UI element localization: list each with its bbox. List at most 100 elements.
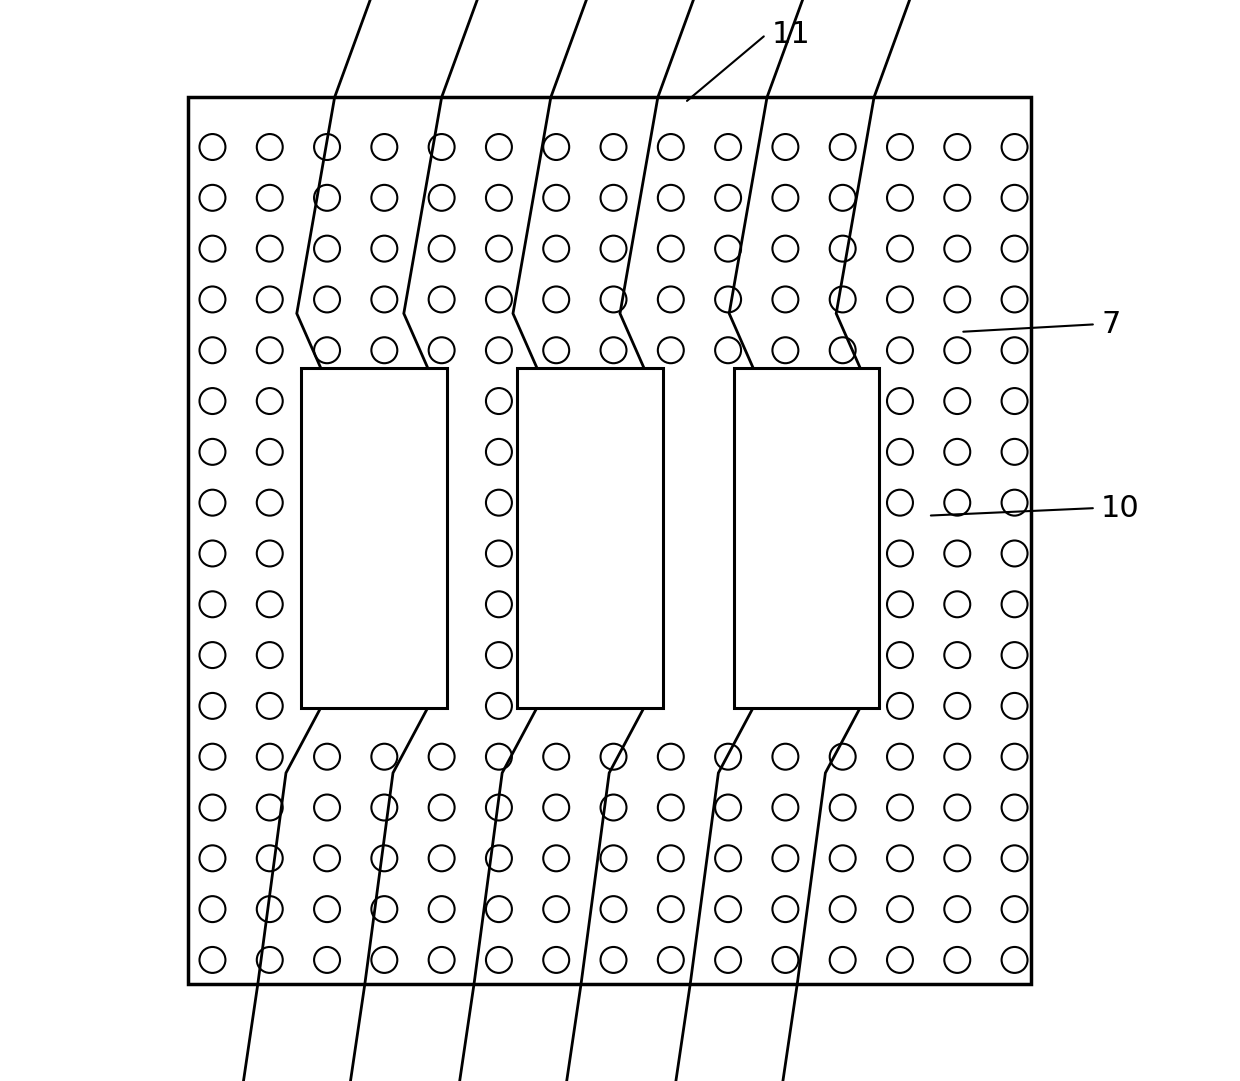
- Circle shape: [830, 337, 856, 363]
- Text: 10: 10: [1101, 494, 1140, 522]
- Circle shape: [773, 795, 799, 820]
- Circle shape: [257, 439, 283, 465]
- Circle shape: [486, 540, 512, 566]
- Circle shape: [773, 744, 799, 770]
- Circle shape: [945, 185, 970, 211]
- Circle shape: [314, 896, 340, 922]
- Circle shape: [200, 896, 226, 922]
- Circle shape: [715, 896, 742, 922]
- Circle shape: [1002, 896, 1028, 922]
- Circle shape: [543, 185, 569, 211]
- Circle shape: [486, 439, 512, 465]
- Circle shape: [658, 845, 683, 871]
- Circle shape: [200, 337, 226, 363]
- Circle shape: [773, 185, 799, 211]
- Circle shape: [658, 947, 683, 973]
- Circle shape: [257, 896, 283, 922]
- Circle shape: [200, 947, 226, 973]
- Circle shape: [945, 795, 970, 820]
- Circle shape: [773, 896, 799, 922]
- Circle shape: [257, 490, 283, 516]
- Circle shape: [486, 947, 512, 973]
- Circle shape: [371, 337, 397, 363]
- Bar: [187, 97, 1030, 984]
- Circle shape: [257, 236, 283, 262]
- Circle shape: [945, 845, 970, 871]
- Circle shape: [658, 337, 683, 363]
- Circle shape: [314, 236, 340, 262]
- Circle shape: [830, 236, 856, 262]
- Circle shape: [486, 693, 512, 719]
- Circle shape: [429, 845, 455, 871]
- Circle shape: [945, 642, 970, 668]
- Circle shape: [429, 896, 455, 922]
- Circle shape: [715, 134, 742, 160]
- Circle shape: [486, 744, 512, 770]
- Circle shape: [945, 744, 970, 770]
- Circle shape: [257, 185, 283, 211]
- Circle shape: [486, 490, 512, 516]
- Circle shape: [543, 134, 569, 160]
- Circle shape: [715, 845, 742, 871]
- Circle shape: [314, 337, 340, 363]
- Circle shape: [887, 744, 913, 770]
- Circle shape: [543, 795, 569, 820]
- Circle shape: [830, 185, 856, 211]
- Text: 11: 11: [771, 21, 810, 49]
- Circle shape: [945, 134, 970, 160]
- Circle shape: [830, 286, 856, 312]
- Circle shape: [600, 286, 626, 312]
- Circle shape: [371, 134, 397, 160]
- Circle shape: [486, 388, 512, 414]
- Circle shape: [257, 744, 283, 770]
- Circle shape: [887, 439, 913, 465]
- Circle shape: [887, 947, 913, 973]
- Circle shape: [1002, 236, 1028, 262]
- Circle shape: [887, 134, 913, 160]
- Circle shape: [200, 693, 226, 719]
- Circle shape: [1002, 947, 1028, 973]
- Circle shape: [658, 795, 683, 820]
- Circle shape: [200, 490, 226, 516]
- Circle shape: [715, 947, 742, 973]
- Circle shape: [600, 744, 626, 770]
- Circle shape: [371, 896, 397, 922]
- Circle shape: [658, 896, 683, 922]
- Circle shape: [658, 134, 683, 160]
- Circle shape: [887, 642, 913, 668]
- Circle shape: [945, 286, 970, 312]
- Circle shape: [773, 337, 799, 363]
- Circle shape: [830, 795, 856, 820]
- Circle shape: [830, 744, 856, 770]
- Circle shape: [200, 439, 226, 465]
- Circle shape: [945, 388, 970, 414]
- Circle shape: [1002, 490, 1028, 516]
- Circle shape: [887, 795, 913, 820]
- Circle shape: [486, 286, 512, 312]
- Circle shape: [429, 185, 455, 211]
- Circle shape: [1002, 337, 1028, 363]
- Circle shape: [887, 591, 913, 617]
- Circle shape: [945, 439, 970, 465]
- Circle shape: [314, 795, 340, 820]
- Circle shape: [486, 845, 512, 871]
- Circle shape: [486, 134, 512, 160]
- Circle shape: [257, 693, 283, 719]
- Circle shape: [257, 286, 283, 312]
- Circle shape: [600, 134, 626, 160]
- Circle shape: [371, 947, 397, 973]
- Text: 7: 7: [1101, 310, 1121, 338]
- Bar: [517, 368, 663, 708]
- Circle shape: [543, 947, 569, 973]
- Circle shape: [257, 642, 283, 668]
- Circle shape: [887, 896, 913, 922]
- Circle shape: [600, 947, 626, 973]
- Circle shape: [200, 286, 226, 312]
- Circle shape: [200, 591, 226, 617]
- Circle shape: [1002, 591, 1028, 617]
- Circle shape: [887, 540, 913, 566]
- Circle shape: [257, 845, 283, 871]
- Circle shape: [600, 896, 626, 922]
- Circle shape: [830, 896, 856, 922]
- Circle shape: [715, 286, 742, 312]
